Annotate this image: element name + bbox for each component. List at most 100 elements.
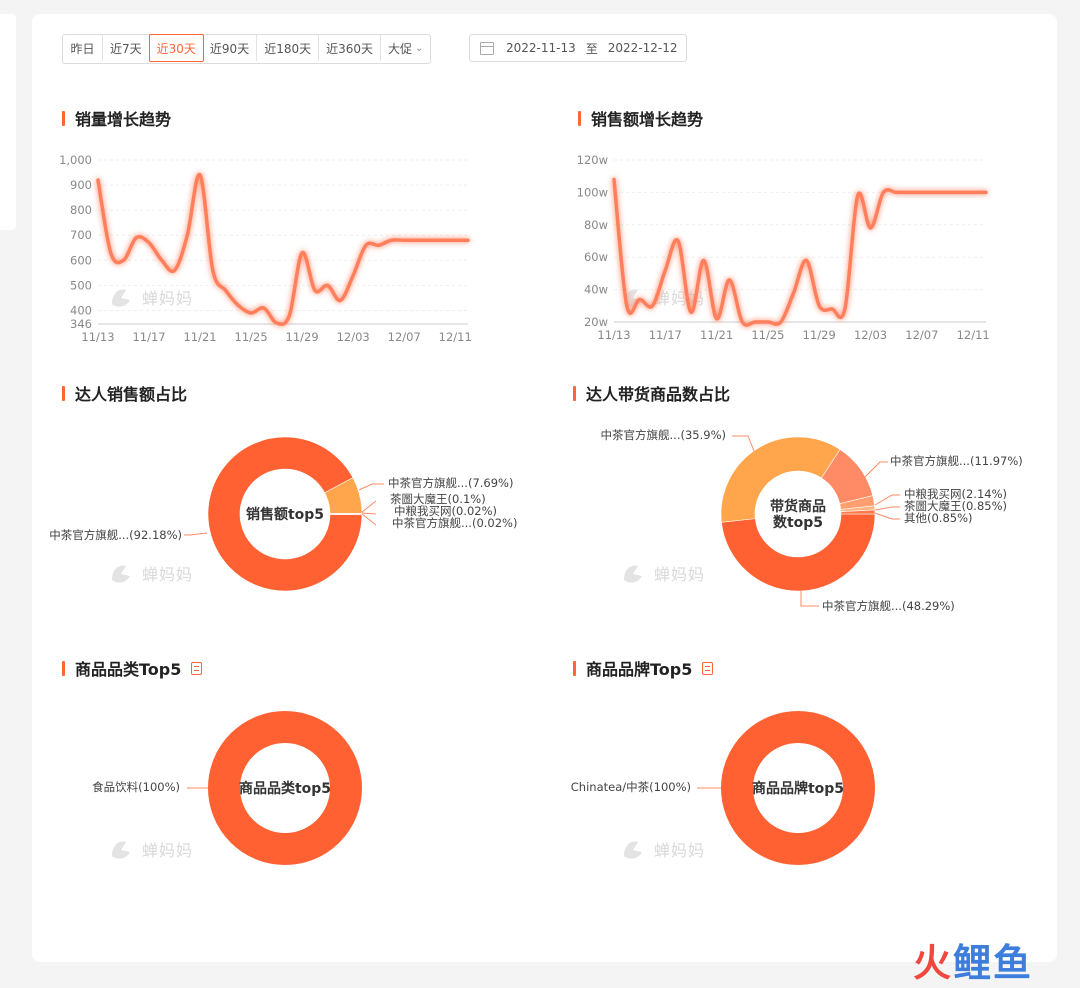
sales-amount-y-tick-label: 120w — [577, 153, 608, 167]
date-end: 2022-12-12 — [607, 41, 678, 55]
date-range-selector: 昨日 近7天 近30天 近90天 近180天 近360天 大促 ⌄ — [62, 34, 432, 64]
talent-sales-slice — [207, 436, 363, 592]
watermark-logo-icon — [624, 841, 642, 859]
corner-logo-part1: 火 — [913, 941, 954, 985]
talent-sales-slice — [329, 513, 363, 516]
watermark-logo-icon — [112, 289, 130, 307]
category-slice — [208, 711, 362, 865]
sales-volume-y-tick-label: 900 — [70, 178, 92, 192]
sales-volume-y-tick-label: 500 — [70, 278, 92, 292]
sales-volume-y-tick-label: 400 — [70, 303, 92, 317]
sales-volume-x-tick-label: 12/07 — [388, 330, 421, 344]
calendar-icon — [480, 41, 494, 55]
talent-product-slice-label: 茶圖大魔王(0.85%) — [904, 499, 1007, 513]
sales-amount-x-tick-label: 12/11 — [957, 328, 990, 342]
watermark-logo-icon — [624, 565, 642, 583]
category-top5-title-text: 商品品类Top5 — [75, 660, 182, 679]
watermark-text: 蝉妈妈 — [142, 841, 194, 860]
sales-volume-x-tick-label: 11/13 — [81, 330, 114, 344]
sales-amount-x-tick-label: 11/21 — [700, 328, 733, 342]
range-30d-button[interactable]: 近30天 — [148, 34, 204, 62]
list-icon[interactable] — [702, 661, 714, 675]
date-range-picker[interactable]: 2022-11-13 至 2022-12-12 — [469, 34, 687, 62]
talent-product-slice — [821, 449, 874, 505]
title-accent-bar — [578, 110, 581, 126]
chevron-down-icon: ⌄ — [415, 42, 424, 54]
sales-amount-x-tick-label: 11/29 — [803, 328, 836, 342]
sales-volume-y-tick-label: 800 — [70, 203, 92, 217]
sales-amount-y-tick-label: 20w — [584, 315, 608, 329]
watermark: 蝉妈妈 — [620, 836, 705, 862]
watermark: 蝉妈妈 — [108, 284, 193, 310]
side-panel-edge — [0, 14, 16, 230]
talent-product-center-label: 带货商品 — [770, 498, 826, 515]
sales-amount-x-tick-label: 12/07 — [905, 328, 938, 342]
talent-product-label-line — [874, 512, 900, 520]
category-slice-label: 食品饮料(100%) — [92, 780, 180, 794]
talent-sales-slice-label: 中茶官方旗舰...(0.02%) — [392, 516, 517, 530]
talent-product-label-line — [800, 591, 819, 607]
sales-amount-y-tick-label: 80w — [584, 218, 608, 232]
list-icon[interactable] — [191, 661, 203, 675]
talent-sales-share-title-text: 达人销售额占比 — [75, 385, 188, 404]
talent-product-slice-label: 中茶官方旗舰...(35.9%) — [601, 428, 726, 442]
sales-volume-x-tick-label: 11/25 — [235, 330, 268, 344]
range-360d-button[interactable]: 近360天 — [319, 35, 382, 61]
talent-product-label-line — [732, 435, 755, 452]
sales-volume-x-tick-label: 12/03 — [337, 330, 370, 344]
sales-amount-x-tick-label: 11/13 — [597, 328, 630, 342]
title-accent-bar — [573, 660, 576, 676]
sales-amount-x-tick-label: 12/03 — [854, 328, 887, 342]
talent-sales-slice — [324, 477, 363, 514]
talent-product-center-label: 数top5 — [773, 514, 823, 531]
watermark-text: 蝉妈妈 — [142, 289, 194, 308]
talent-product-slice-label: 中茶官方旗舰...(11.97%) — [890, 454, 1023, 468]
talent-product-label-line — [874, 506, 900, 511]
sales-amount-title-text: 销售额增长趋势 — [591, 110, 704, 129]
talent-product-slice — [839, 495, 875, 510]
range-180d-button[interactable]: 近180天 — [257, 35, 320, 61]
talent-product-label-line — [864, 461, 888, 478]
range-90d-button[interactable]: 近90天 — [203, 35, 258, 61]
talent-sales-share-title: 达人销售额占比 — [62, 383, 188, 404]
title-accent-bar — [62, 660, 65, 676]
range-promo-label: 大促 — [388, 41, 413, 56]
brand-top5-title: 商品品牌Top5 — [573, 658, 714, 679]
sales-amount-y-tick-label: 60w — [584, 250, 608, 264]
watermark-logo-icon — [112, 565, 130, 583]
talent-sales-label-line — [361, 500, 377, 513]
watermark-text: 蝉妈妈 — [654, 289, 706, 308]
talent-sales-label-line — [184, 532, 208, 536]
corner-logo-part2: 鲤鱼 — [953, 941, 1034, 985]
brand-center-label: 商品品牌top5 — [752, 780, 844, 797]
watermark: 蝉妈妈 — [108, 560, 193, 586]
date-separator: 至 — [585, 41, 598, 56]
sales-amount-title: 销售额增长趋势 — [578, 108, 704, 129]
analytics-card: 昨日 近7天 近30天 近90天 近180天 近360天 大促 ⌄ 2022-1… — [32, 14, 1057, 962]
sales-amount-y-tick-label: 100w — [577, 185, 608, 199]
range-promo-dropdown[interactable]: 大促 ⌄ — [381, 35, 430, 61]
sales-volume-y-tick-label: 1,000 — [59, 153, 92, 167]
talent-product-slice — [721, 513, 876, 592]
talent-product-slice — [840, 505, 876, 513]
title-accent-bar — [62, 110, 65, 126]
range-7d-button[interactable]: 近7天 — [103, 35, 150, 61]
brand-slice-label: Chinatea/中茶(100%) — [571, 780, 691, 794]
talent-sales-slice-label: 中茶官方旗舰...(92.18%) — [49, 528, 182, 542]
sales-volume-x-tick-label: 11/17 — [132, 330, 165, 344]
sales-volume-y-tick-label: 600 — [70, 253, 92, 267]
talent-product-slice-label: 中粮我买网(2.14%) — [904, 487, 1007, 501]
talent-sales-slice-label: 茶圖大魔王(0.1%) — [390, 492, 486, 506]
range-yesterday-button[interactable]: 昨日 — [63, 35, 103, 61]
talent-sales-label-line — [358, 483, 384, 491]
watermark-text: 蝉妈妈 — [654, 841, 706, 860]
watermark-logo-icon — [112, 841, 130, 859]
sales-volume-x-tick-label: 11/29 — [286, 330, 319, 344]
sales-amount-x-tick-label: 11/17 — [649, 328, 682, 342]
watermark: 蝉妈妈 — [620, 284, 705, 310]
talent-product-slice-label: 中茶官方旗舰...(48.29%) — [822, 599, 955, 613]
talent-sales-slice-label: 中粮我买网(0.02%) — [394, 504, 497, 518]
talent-sales-label-line — [361, 512, 377, 515]
brand-top5-title-text: 商品品牌Top5 — [586, 660, 693, 679]
